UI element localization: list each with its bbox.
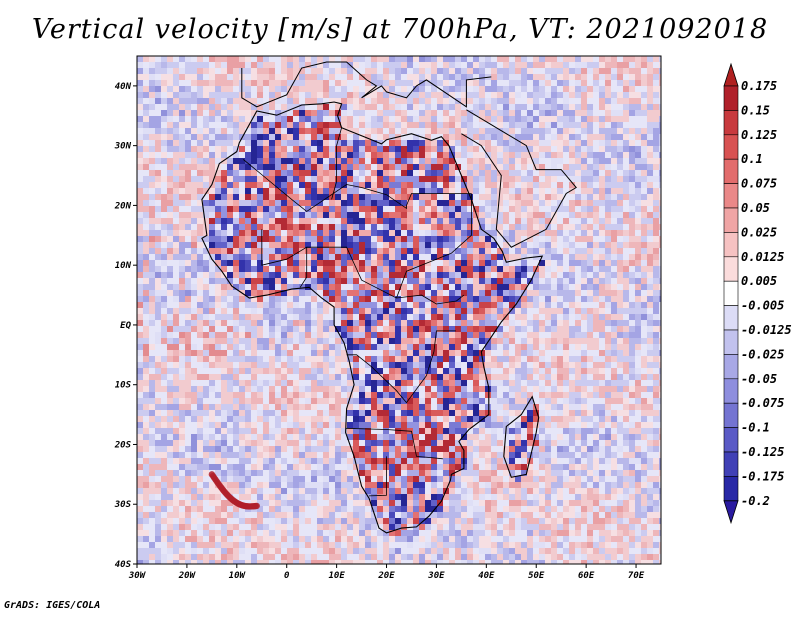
country-border bbox=[346, 330, 456, 404]
colorbar-label: -0.175 bbox=[741, 469, 784, 483]
country-border bbox=[369, 456, 387, 497]
colorbar-swatch bbox=[723, 183, 739, 209]
latitude-axis: 40N 30N 20N 10N EQ 10S 20S 30S 40S bbox=[114, 82, 137, 570]
colorbar-swatch bbox=[723, 451, 739, 477]
lon-tick-label: 50E bbox=[528, 571, 545, 581]
colorbar-swatch bbox=[723, 256, 739, 282]
colorbar-min-arrow bbox=[723, 500, 739, 525]
colorbar-swatch bbox=[723, 158, 739, 184]
chart-title: Vertical velocity [m/s] at 700hPa, VT: 2… bbox=[31, 14, 769, 45]
colorbar-label: -0.025 bbox=[741, 347, 784, 361]
lat-tick-label: EQ bbox=[120, 321, 131, 331]
country-border bbox=[306, 246, 465, 305]
velocity-field bbox=[137, 56, 661, 564]
lon-tick-label: 30E bbox=[427, 571, 445, 581]
arabia-coastline bbox=[461, 109, 577, 248]
colorbar-label: -0.2 bbox=[741, 494, 770, 508]
colorbar-label: -0.05 bbox=[741, 372, 777, 386]
colorbar-label: 0.025 bbox=[741, 225, 777, 239]
colorbar-max-arrow bbox=[723, 62, 739, 87]
colorbar-swatch bbox=[723, 305, 739, 331]
country-border bbox=[396, 193, 472, 299]
country-border bbox=[243, 159, 472, 212]
country-border bbox=[345, 427, 443, 460]
country-border bbox=[261, 229, 308, 288]
lat-tick-label: 20N bbox=[114, 201, 132, 211]
lon-tick-label: 40E bbox=[478, 571, 495, 581]
lat-tick-label: 10S bbox=[115, 381, 132, 391]
colorbar-swatch bbox=[723, 427, 739, 453]
colorbar-label: 0.05 bbox=[741, 201, 770, 215]
map-frame bbox=[136, 55, 662, 565]
colorbar-swatch bbox=[723, 207, 739, 233]
europe-coastline bbox=[241, 61, 492, 108]
lon-tick-label: 10W bbox=[229, 571, 247, 581]
colorbar-swatch bbox=[723, 134, 739, 160]
colorbar-label: 0.125 bbox=[741, 128, 777, 142]
lon-tick-label: 0 bbox=[284, 571, 290, 581]
colorbar-swatch bbox=[723, 232, 739, 258]
colorbar-swatch bbox=[723, 329, 739, 355]
lon-tick-label: 10E bbox=[328, 571, 345, 581]
colorbar: 0.175 0.15 0.125 0.1 0.075 0.05 0.025 0.0125 0.0… bbox=[723, 62, 792, 525]
lon-tick-label: 20E bbox=[377, 571, 395, 581]
madagascar-coastline bbox=[503, 395, 540, 478]
colorbar-swatch bbox=[723, 402, 739, 428]
longitude-axis: 30W 20W 10W 0 10E 20E 30E 40E 50E 60E 70E bbox=[128, 564, 645, 581]
lon-tick-label: 30W bbox=[128, 571, 147, 581]
lat-tick-label: 20S bbox=[114, 440, 132, 450]
colorbar-label: 0.075 bbox=[741, 177, 777, 191]
colorbar-label: -0.0125 bbox=[741, 323, 792, 337]
colorbar-label: 0.0125 bbox=[741, 250, 784, 264]
colorbar-label: 0.1 bbox=[741, 152, 763, 166]
lon-tick-label: 60E bbox=[578, 571, 595, 581]
colorbar-label: 0.175 bbox=[741, 79, 777, 93]
lon-tick-label: 20W bbox=[178, 571, 197, 581]
lon-tick-label: 70E bbox=[628, 571, 645, 581]
colorbar-label: -0.125 bbox=[741, 445, 784, 459]
colorbar-swatch bbox=[723, 110, 739, 136]
colorbar-label: -0.075 bbox=[741, 396, 784, 410]
colorbar-swatch bbox=[723, 85, 739, 111]
lat-tick-label: 30S bbox=[114, 500, 132, 510]
colorbar-swatch bbox=[723, 476, 739, 502]
lat-tick-label: 40N bbox=[115, 82, 132, 92]
colorbar-swatch bbox=[723, 280, 739, 306]
colorbar-swatch bbox=[723, 354, 739, 380]
colorbar-label: -0.005 bbox=[741, 299, 784, 313]
colorbar-label: 0.15 bbox=[741, 103, 770, 117]
lat-tick-label: 40S bbox=[115, 560, 132, 570]
coastlines bbox=[201, 61, 577, 534]
grads-credit: GrADS: IGES/COLA bbox=[4, 600, 101, 611]
colorbar-label: -0.1 bbox=[741, 421, 770, 435]
lat-tick-label: 30N bbox=[114, 142, 132, 152]
colorbar-swatch bbox=[723, 378, 739, 404]
country-border bbox=[331, 127, 342, 200]
africa-coastline bbox=[201, 101, 544, 534]
lat-tick-label: 10N bbox=[115, 261, 132, 271]
colorbar-label: 0.005 bbox=[741, 274, 777, 288]
